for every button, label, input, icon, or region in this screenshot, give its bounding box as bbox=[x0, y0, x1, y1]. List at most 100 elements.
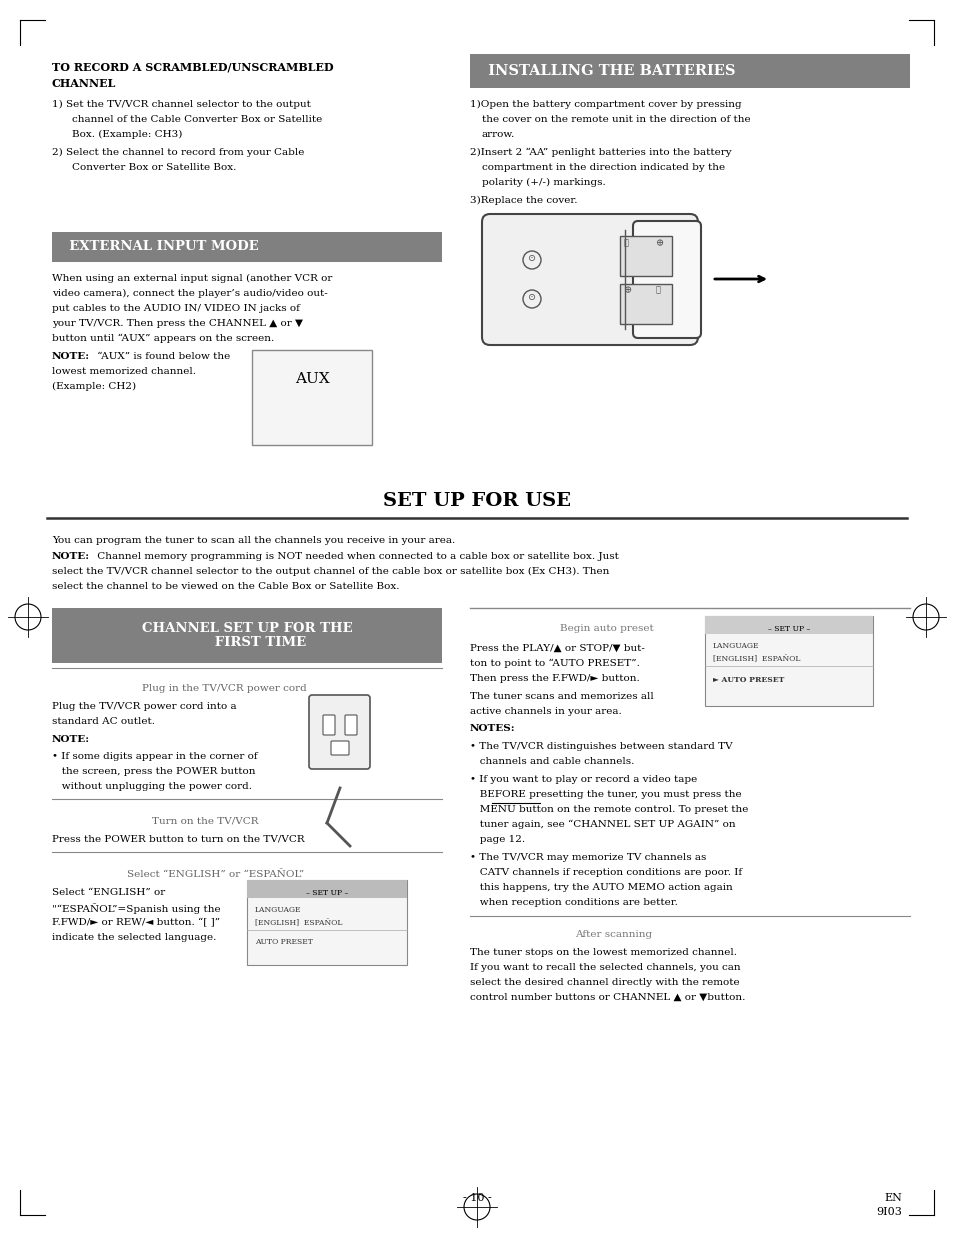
Text: indicate the selected language.: indicate the selected language. bbox=[52, 932, 216, 942]
Text: select the channel to be viewed on the Cable Box or Satellite Box.: select the channel to be viewed on the C… bbox=[52, 582, 399, 592]
Text: LANGUAGE: LANGUAGE bbox=[254, 906, 301, 914]
Bar bbox=[704, 616, 872, 706]
Text: – SET UP –: – SET UP – bbox=[306, 889, 348, 897]
FancyBboxPatch shape bbox=[481, 214, 698, 345]
Text: – SET UP –: – SET UP – bbox=[767, 625, 809, 634]
Bar bbox=[619, 236, 671, 275]
FancyBboxPatch shape bbox=[323, 715, 335, 735]
Text: TO RECORD A SCRAMBLED/UNSCRAMBLED: TO RECORD A SCRAMBLED/UNSCRAMBLED bbox=[52, 62, 334, 73]
Text: - 10 -: - 10 - bbox=[462, 1193, 491, 1203]
Text: Plug in the TV/VCR power cord: Plug in the TV/VCR power cord bbox=[142, 684, 307, 693]
Text: • The TV/VCR may memorize TV channels as: • The TV/VCR may memorize TV channels as bbox=[470, 853, 705, 862]
Text: CATV channels if reception conditions are poor. If: CATV channels if reception conditions ar… bbox=[470, 868, 741, 877]
Text: Channel memory programming is NOT needed when connected to a cable box or satell: Channel memory programming is NOT needed… bbox=[94, 552, 618, 561]
Text: when reception conditions are better.: when reception conditions are better. bbox=[470, 898, 678, 906]
Text: ⊕: ⊕ bbox=[656, 240, 663, 248]
Text: Converter Box or Satellite Box.: Converter Box or Satellite Box. bbox=[71, 163, 236, 172]
Text: channel of the Cable Converter Box or Satellite: channel of the Cable Converter Box or Sa… bbox=[71, 115, 322, 124]
Text: Press the PLAY/▲ or STOP/▼ but-: Press the PLAY/▲ or STOP/▼ but- bbox=[470, 643, 644, 653]
Text: The tuner scans and memorizes all: The tuner scans and memorizes all bbox=[470, 692, 653, 701]
Text: MENU button on the remote control. To preset the: MENU button on the remote control. To pr… bbox=[470, 805, 747, 814]
Text: ton to point to “AUTO PRESET”.: ton to point to “AUTO PRESET”. bbox=[470, 659, 639, 668]
Text: ⊙: ⊙ bbox=[527, 254, 536, 263]
Text: compartment in the direction indicated by the: compartment in the direction indicated b… bbox=[481, 163, 724, 172]
Text: this happens, try the AUTO MEMO action again: this happens, try the AUTO MEMO action a… bbox=[470, 883, 732, 892]
FancyBboxPatch shape bbox=[309, 695, 370, 769]
Text: polarity (+/-) markings.: polarity (+/-) markings. bbox=[481, 178, 605, 188]
Text: 2)Insert 2 “AA” penlight batteries into the battery: 2)Insert 2 “AA” penlight batteries into … bbox=[470, 148, 731, 157]
Text: 3)Replace the cover.: 3)Replace the cover. bbox=[470, 196, 577, 205]
Text: Then press the F.FWD/► button.: Then press the F.FWD/► button. bbox=[470, 674, 639, 683]
Text: (Example: CH2): (Example: CH2) bbox=[52, 382, 136, 391]
Bar bbox=[247, 881, 407, 965]
Bar bbox=[247, 881, 407, 898]
Text: INSTALLING THE BATTERIES: INSTALLING THE BATTERIES bbox=[477, 64, 735, 78]
Text: ①: ① bbox=[623, 240, 628, 247]
Text: CHANNEL SET UP FOR THE
      FIRST TIME: CHANNEL SET UP FOR THE FIRST TIME bbox=[142, 621, 352, 650]
Text: NOTE:: NOTE: bbox=[52, 352, 90, 361]
Text: Select “ENGLISH” or: Select “ENGLISH” or bbox=[52, 888, 165, 897]
Text: F.FWD/► or REW/◄ button. “[ ]”: F.FWD/► or REW/◄ button. “[ ]” bbox=[52, 918, 220, 927]
Text: channels and cable channels.: channels and cable channels. bbox=[470, 757, 634, 766]
Text: AUX: AUX bbox=[294, 372, 329, 387]
Text: ①: ① bbox=[656, 287, 660, 294]
Bar bbox=[704, 616, 872, 634]
Text: • If you want to play or record a video tape: • If you want to play or record a video … bbox=[470, 776, 697, 784]
Text: page 12.: page 12. bbox=[470, 835, 524, 844]
Text: put cables to the AUDIO IN/ VIDEO IN jacks of: put cables to the AUDIO IN/ VIDEO IN jac… bbox=[52, 304, 299, 312]
Bar bbox=[252, 350, 372, 445]
Text: Plug the TV/VCR power cord into a: Plug the TV/VCR power cord into a bbox=[52, 701, 236, 711]
Text: without unplugging the power cord.: without unplugging the power cord. bbox=[52, 782, 252, 790]
Text: EN: EN bbox=[883, 1193, 901, 1203]
Text: Box. (Example: CH3): Box. (Example: CH3) bbox=[71, 130, 182, 140]
Text: your TV/VCR. Then press the CHANNEL ▲ or ▼: your TV/VCR. Then press the CHANNEL ▲ or… bbox=[52, 319, 303, 329]
Text: If you want to recall the selected channels, you can: If you want to recall the selected chann… bbox=[470, 963, 740, 972]
Text: • If some digits appear in the corner of: • If some digits appear in the corner of bbox=[52, 752, 257, 761]
Text: 1)Open the battery compartment cover by pressing: 1)Open the battery compartment cover by … bbox=[470, 100, 740, 109]
Text: [ENGLISH]  ESPAÑOL: [ENGLISH] ESPAÑOL bbox=[712, 655, 800, 663]
Text: NOTE:: NOTE: bbox=[52, 552, 90, 561]
Bar bbox=[52, 608, 441, 663]
FancyBboxPatch shape bbox=[331, 741, 349, 755]
Text: ⊙: ⊙ bbox=[527, 293, 536, 303]
Text: control number buttons or CHANNEL ▲ or ▼button.: control number buttons or CHANNEL ▲ or ▼… bbox=[470, 993, 744, 1002]
Bar bbox=[52, 232, 441, 262]
Text: AUTO PRESET: AUTO PRESET bbox=[254, 939, 313, 946]
Text: 9I03: 9I03 bbox=[875, 1207, 901, 1216]
Bar bbox=[619, 284, 671, 324]
Text: BEFORE presetting the tuner, you must press the: BEFORE presetting the tuner, you must pr… bbox=[470, 790, 740, 799]
Text: Select “ENGLISH” or “ESPAÑOL”: Select “ENGLISH” or “ESPAÑOL” bbox=[127, 869, 304, 879]
Text: button until “AUX” appears on the screen.: button until “AUX” appears on the screen… bbox=[52, 333, 274, 343]
Text: CHANNEL: CHANNEL bbox=[52, 78, 116, 89]
Text: ⊕: ⊕ bbox=[623, 287, 632, 295]
Text: [ENGLISH]  ESPAÑOL: [ENGLISH] ESPAÑOL bbox=[254, 919, 342, 927]
Text: ► AUTO PRESET: ► AUTO PRESET bbox=[712, 676, 783, 684]
Text: EXTERNAL INPUT MODE: EXTERNAL INPUT MODE bbox=[60, 241, 258, 253]
Text: 2) Select the channel to record from your Cable: 2) Select the channel to record from you… bbox=[52, 148, 304, 157]
Text: The tuner stops on the lowest memorized channel.: The tuner stops on the lowest memorized … bbox=[470, 948, 737, 957]
Text: NOTE:: NOTE: bbox=[52, 735, 90, 743]
Text: select the desired channel directly with the remote: select the desired channel directly with… bbox=[470, 978, 739, 987]
Text: select the TV/VCR channel selector to the output channel of the cable box or sat: select the TV/VCR channel selector to th… bbox=[52, 567, 609, 576]
Text: When using an external input signal (another VCR or: When using an external input signal (ano… bbox=[52, 274, 332, 283]
Text: arrow.: arrow. bbox=[481, 130, 515, 140]
Bar bbox=[470, 54, 909, 88]
Text: "“ESPAÑOL”=Spanish using the: "“ESPAÑOL”=Spanish using the bbox=[52, 903, 220, 914]
Text: NOTES:: NOTES: bbox=[470, 724, 515, 734]
Text: video camera), connect the player’s audio/video out-: video camera), connect the player’s audi… bbox=[52, 289, 328, 298]
Text: 1) Set the TV/VCR channel selector to the output: 1) Set the TV/VCR channel selector to th… bbox=[52, 100, 311, 109]
Text: Press the POWER button to turn on the TV/VCR: Press the POWER button to turn on the TV… bbox=[52, 834, 304, 844]
Text: “AUX” is found below the: “AUX” is found below the bbox=[94, 352, 230, 361]
FancyBboxPatch shape bbox=[633, 221, 700, 338]
Text: LANGUAGE: LANGUAGE bbox=[712, 642, 759, 650]
Text: standard AC outlet.: standard AC outlet. bbox=[52, 718, 154, 726]
Text: the cover on the remote unit in the direction of the: the cover on the remote unit in the dire… bbox=[481, 115, 750, 124]
Text: After scanning: After scanning bbox=[575, 930, 652, 939]
Text: the screen, press the POWER button: the screen, press the POWER button bbox=[52, 767, 255, 776]
Text: active channels in your area.: active channels in your area. bbox=[470, 706, 621, 716]
FancyBboxPatch shape bbox=[345, 715, 356, 735]
Text: Turn on the TV/VCR: Turn on the TV/VCR bbox=[152, 816, 258, 825]
Text: tuner again, see “CHANNEL SET UP AGAIN” on: tuner again, see “CHANNEL SET UP AGAIN” … bbox=[470, 820, 735, 830]
Text: SET UP FOR USE: SET UP FOR USE bbox=[382, 492, 571, 510]
Text: Begin auto preset: Begin auto preset bbox=[559, 624, 653, 634]
